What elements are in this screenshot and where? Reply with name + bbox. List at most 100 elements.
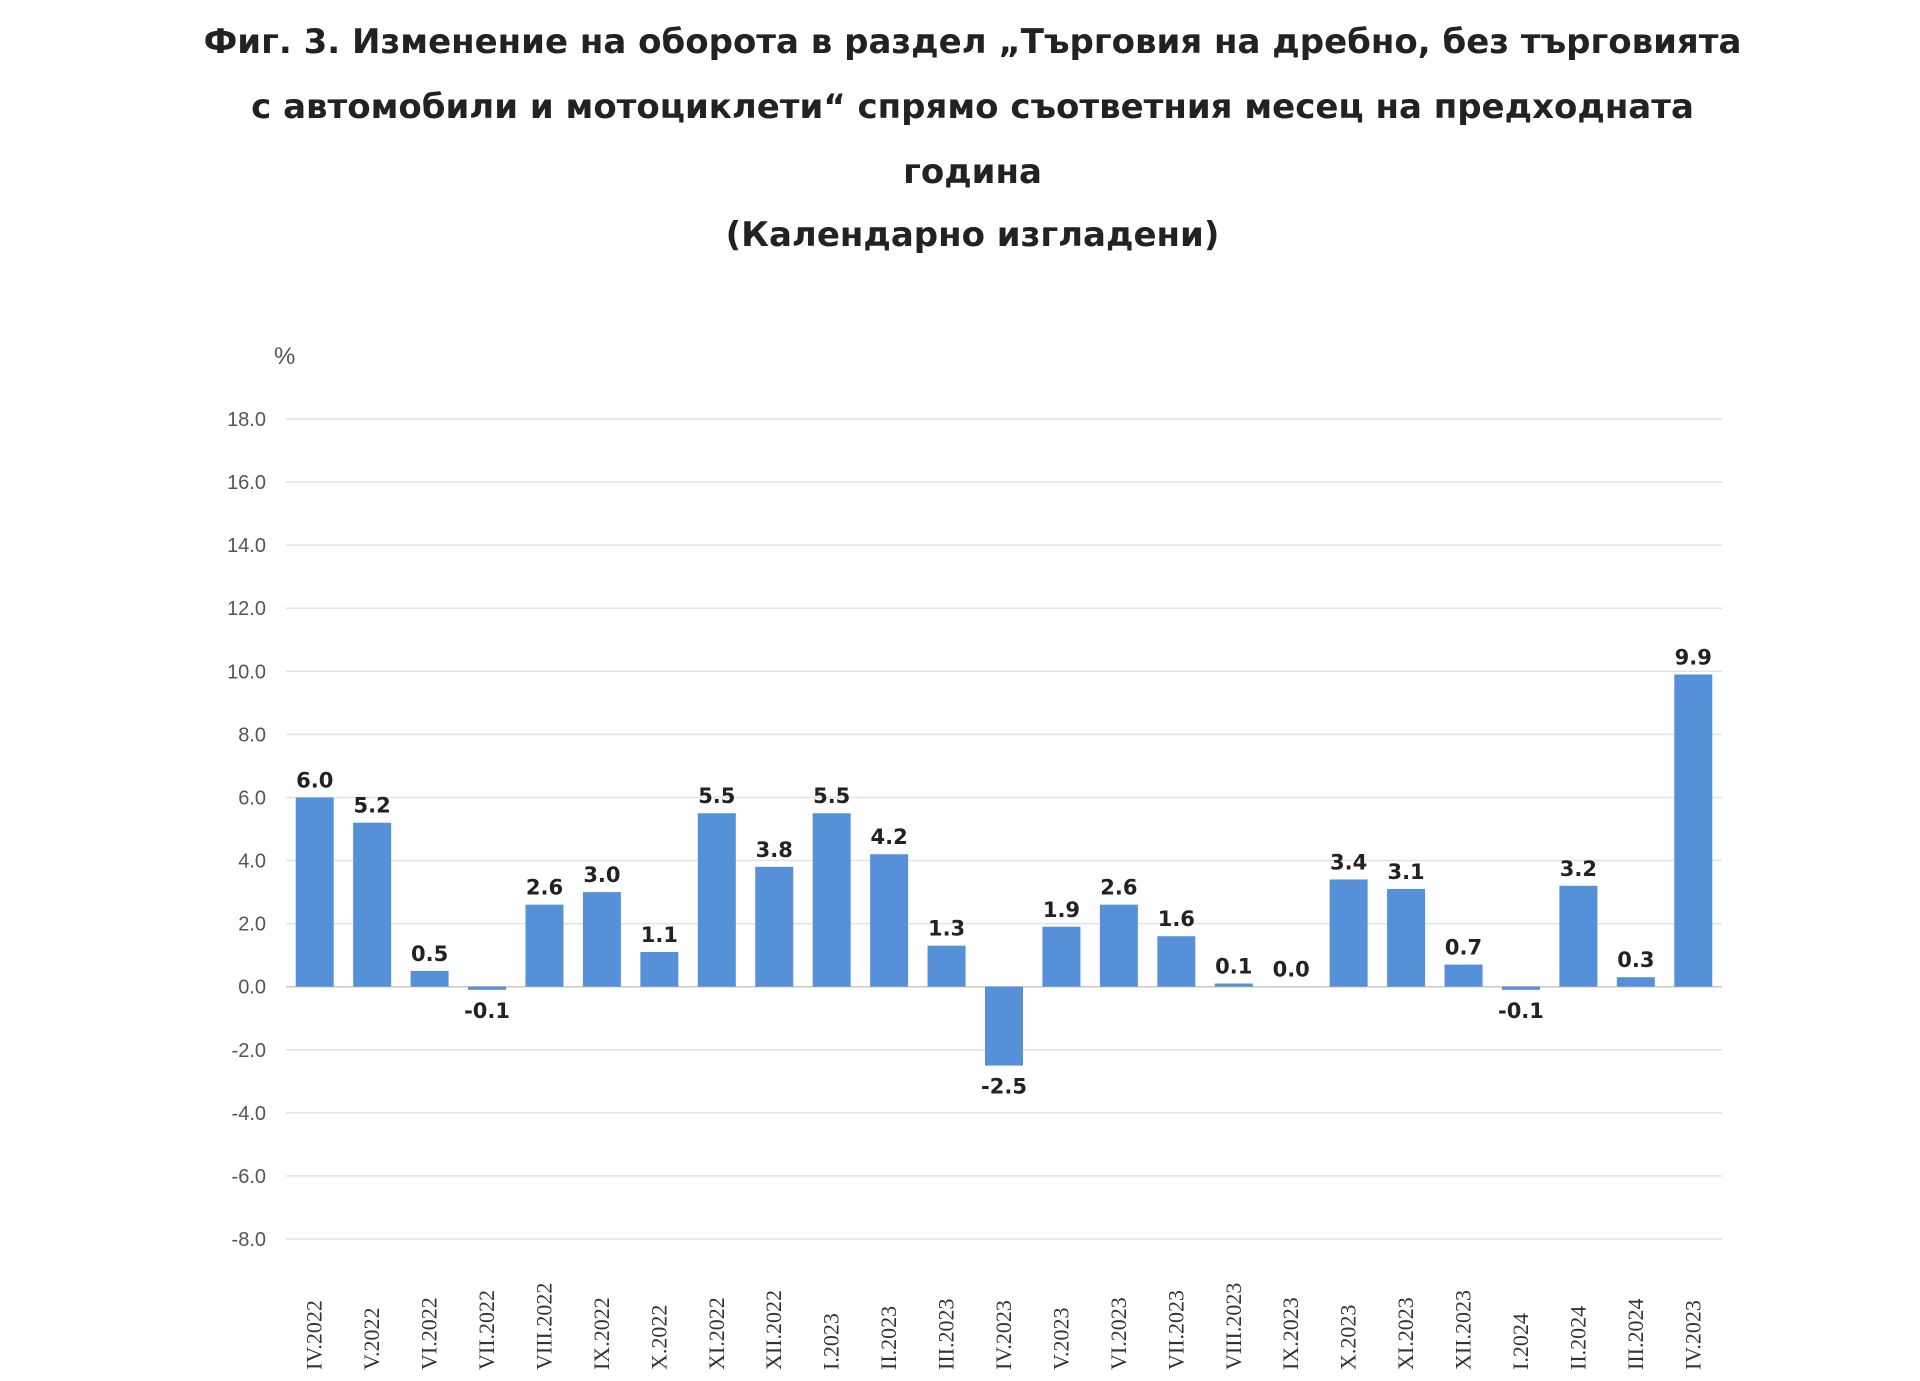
data-label: 1.3	[928, 917, 965, 941]
x-tick-label: III.2023	[934, 1299, 959, 1370]
bar	[410, 970, 449, 987]
bar	[640, 952, 679, 987]
bars	[295, 674, 1713, 1066]
x-tick-label: IX.2023	[1278, 1297, 1303, 1370]
x-tick-label: III.2024	[1623, 1299, 1648, 1370]
x-tick-label: V.2022	[359, 1307, 384, 1370]
data-label: 6.0	[296, 768, 333, 792]
bar	[525, 904, 564, 987]
x-tick-label: VIII.2022	[531, 1283, 556, 1370]
data-label: -0.1	[464, 999, 510, 1023]
data-label: 3.4	[1330, 850, 1367, 874]
x-tick-label: I.2023	[819, 1313, 844, 1370]
bar	[985, 986, 1023, 1066]
chart-title-line-3: година	[903, 152, 1042, 192]
chart-title: Фиг. 3. Изменение на оборота в раздел „Т…	[0, 10, 1920, 205]
bar	[1387, 888, 1426, 987]
data-label: 1.6	[1158, 907, 1195, 931]
x-tick-label: VI.2023	[1106, 1297, 1131, 1370]
x-tick-label: IX.2022	[589, 1297, 614, 1370]
data-label: 0.5	[411, 942, 448, 966]
data-label: 3.0	[583, 863, 620, 887]
x-tick-label: VIII.2023	[1221, 1283, 1246, 1370]
data-label: 5.2	[354, 794, 391, 818]
x-tick-label: VII.2023	[1163, 1290, 1188, 1370]
x-tick-label: XI.2023	[1393, 1297, 1418, 1370]
data-labels: 6.0 5.2 0.5 -0.1 2.6 3.0 1.1 5.5 3.8 5.5 4.2 1.3 -2.…	[296, 645, 1712, 1098]
y-tick-label: -2.0	[232, 1040, 266, 1062]
data-label: 0.7	[1445, 936, 1482, 960]
data-label: 2.6	[526, 876, 563, 900]
bar	[1042, 926, 1081, 987]
y-tick-label: -6.0	[232, 1166, 266, 1188]
data-label: 9.9	[1675, 645, 1712, 669]
x-tick-label: X.2022	[646, 1305, 671, 1370]
x-tick-label: IV.2022	[302, 1300, 327, 1370]
x-tick-label: II.2023	[876, 1306, 901, 1370]
bar	[697, 813, 736, 987]
bar	[353, 822, 392, 987]
x-tick-label: XI.2022	[704, 1297, 729, 1370]
data-label: 5.5	[698, 784, 735, 808]
y-tick-label: 8.0	[238, 724, 266, 746]
data-label: 3.1	[1387, 860, 1424, 884]
data-label: 1.1	[641, 923, 678, 947]
y-tick-label: 0.0	[238, 977, 266, 999]
x-axis-labels: IV.2022 V.2022 VI.2022 VII.2022 VIII.2022 IX.…	[302, 1283, 1706, 1370]
bar	[1329, 879, 1368, 987]
y-tick-label: -4.0	[232, 1103, 266, 1125]
y-tick-label: -8.0	[232, 1229, 266, 1251]
data-label: 3.2	[1560, 857, 1597, 881]
chart-subtitle: (Календарно изгладени)	[725, 215, 1220, 255]
data-label: 1.9	[1043, 898, 1080, 922]
y-axis-ticks: 18.0 16.0 14.0 12.0 10.0 8.0 6.0 4.0 2.0 0.0 -2.0 -…	[227, 409, 266, 1251]
bar	[927, 945, 966, 987]
data-label: 2.6	[1100, 876, 1137, 900]
x-tick-label: I.2024	[1508, 1313, 1533, 1370]
x-tick-label: II.2024	[1565, 1306, 1590, 1370]
bar	[1444, 964, 1483, 987]
data-label: 4.2	[871, 825, 908, 849]
bar	[1501, 986, 1540, 990]
bar	[582, 892, 621, 987]
chart-title-line-1: Фиг. 3. Изменение на оборота в раздел „Т…	[203, 22, 1742, 62]
data-label: 0.3	[1617, 948, 1654, 972]
data-label: 3.8	[756, 838, 793, 862]
bar	[870, 854, 909, 987]
bar	[1674, 674, 1713, 987]
x-tick-label: X.2023	[1336, 1305, 1361, 1370]
bar	[1157, 936, 1196, 987]
data-label: 0.1	[1215, 955, 1252, 979]
y-axis-unit-label: %	[274, 343, 295, 370]
x-tick-label: VII.2022	[474, 1290, 499, 1370]
bar	[812, 813, 851, 987]
y-tick-label: 6.0	[238, 787, 266, 809]
data-label: -0.1	[1498, 999, 1544, 1023]
x-tick-label: IV.2023	[991, 1300, 1016, 1370]
x-tick-label: V.2023	[1048, 1307, 1073, 1370]
bar	[755, 866, 794, 987]
bar	[1099, 904, 1138, 987]
x-tick-label: VI.2022	[417, 1297, 442, 1370]
y-tick-label: 18.0	[227, 409, 266, 431]
x-tick-label: XII.2022	[761, 1290, 786, 1370]
data-label: 5.5	[813, 784, 850, 808]
bar	[1616, 977, 1655, 987]
x-tick-label: XII.2023	[1451, 1290, 1476, 1370]
chart-title-line-2: с автомобили и мотоциклети“ спрямо съотв…	[251, 87, 1694, 127]
y-tick-label: 14.0	[227, 535, 266, 557]
data-label: -2.5	[981, 1075, 1027, 1099]
x-tick-label: IV.2023	[1680, 1300, 1705, 1370]
y-tick-label: 10.0	[227, 661, 266, 683]
bar	[295, 797, 334, 987]
data-label: 0.0	[1273, 958, 1310, 982]
y-tick-label: 4.0	[238, 851, 266, 873]
bar	[1559, 885, 1598, 987]
y-tick-label: 16.0	[227, 472, 266, 494]
bar	[1214, 983, 1253, 987]
gridlines	[286, 418, 1722, 1240]
y-tick-label: 2.0	[238, 914, 266, 936]
y-tick-label: 12.0	[227, 598, 266, 620]
bar	[468, 986, 507, 990]
